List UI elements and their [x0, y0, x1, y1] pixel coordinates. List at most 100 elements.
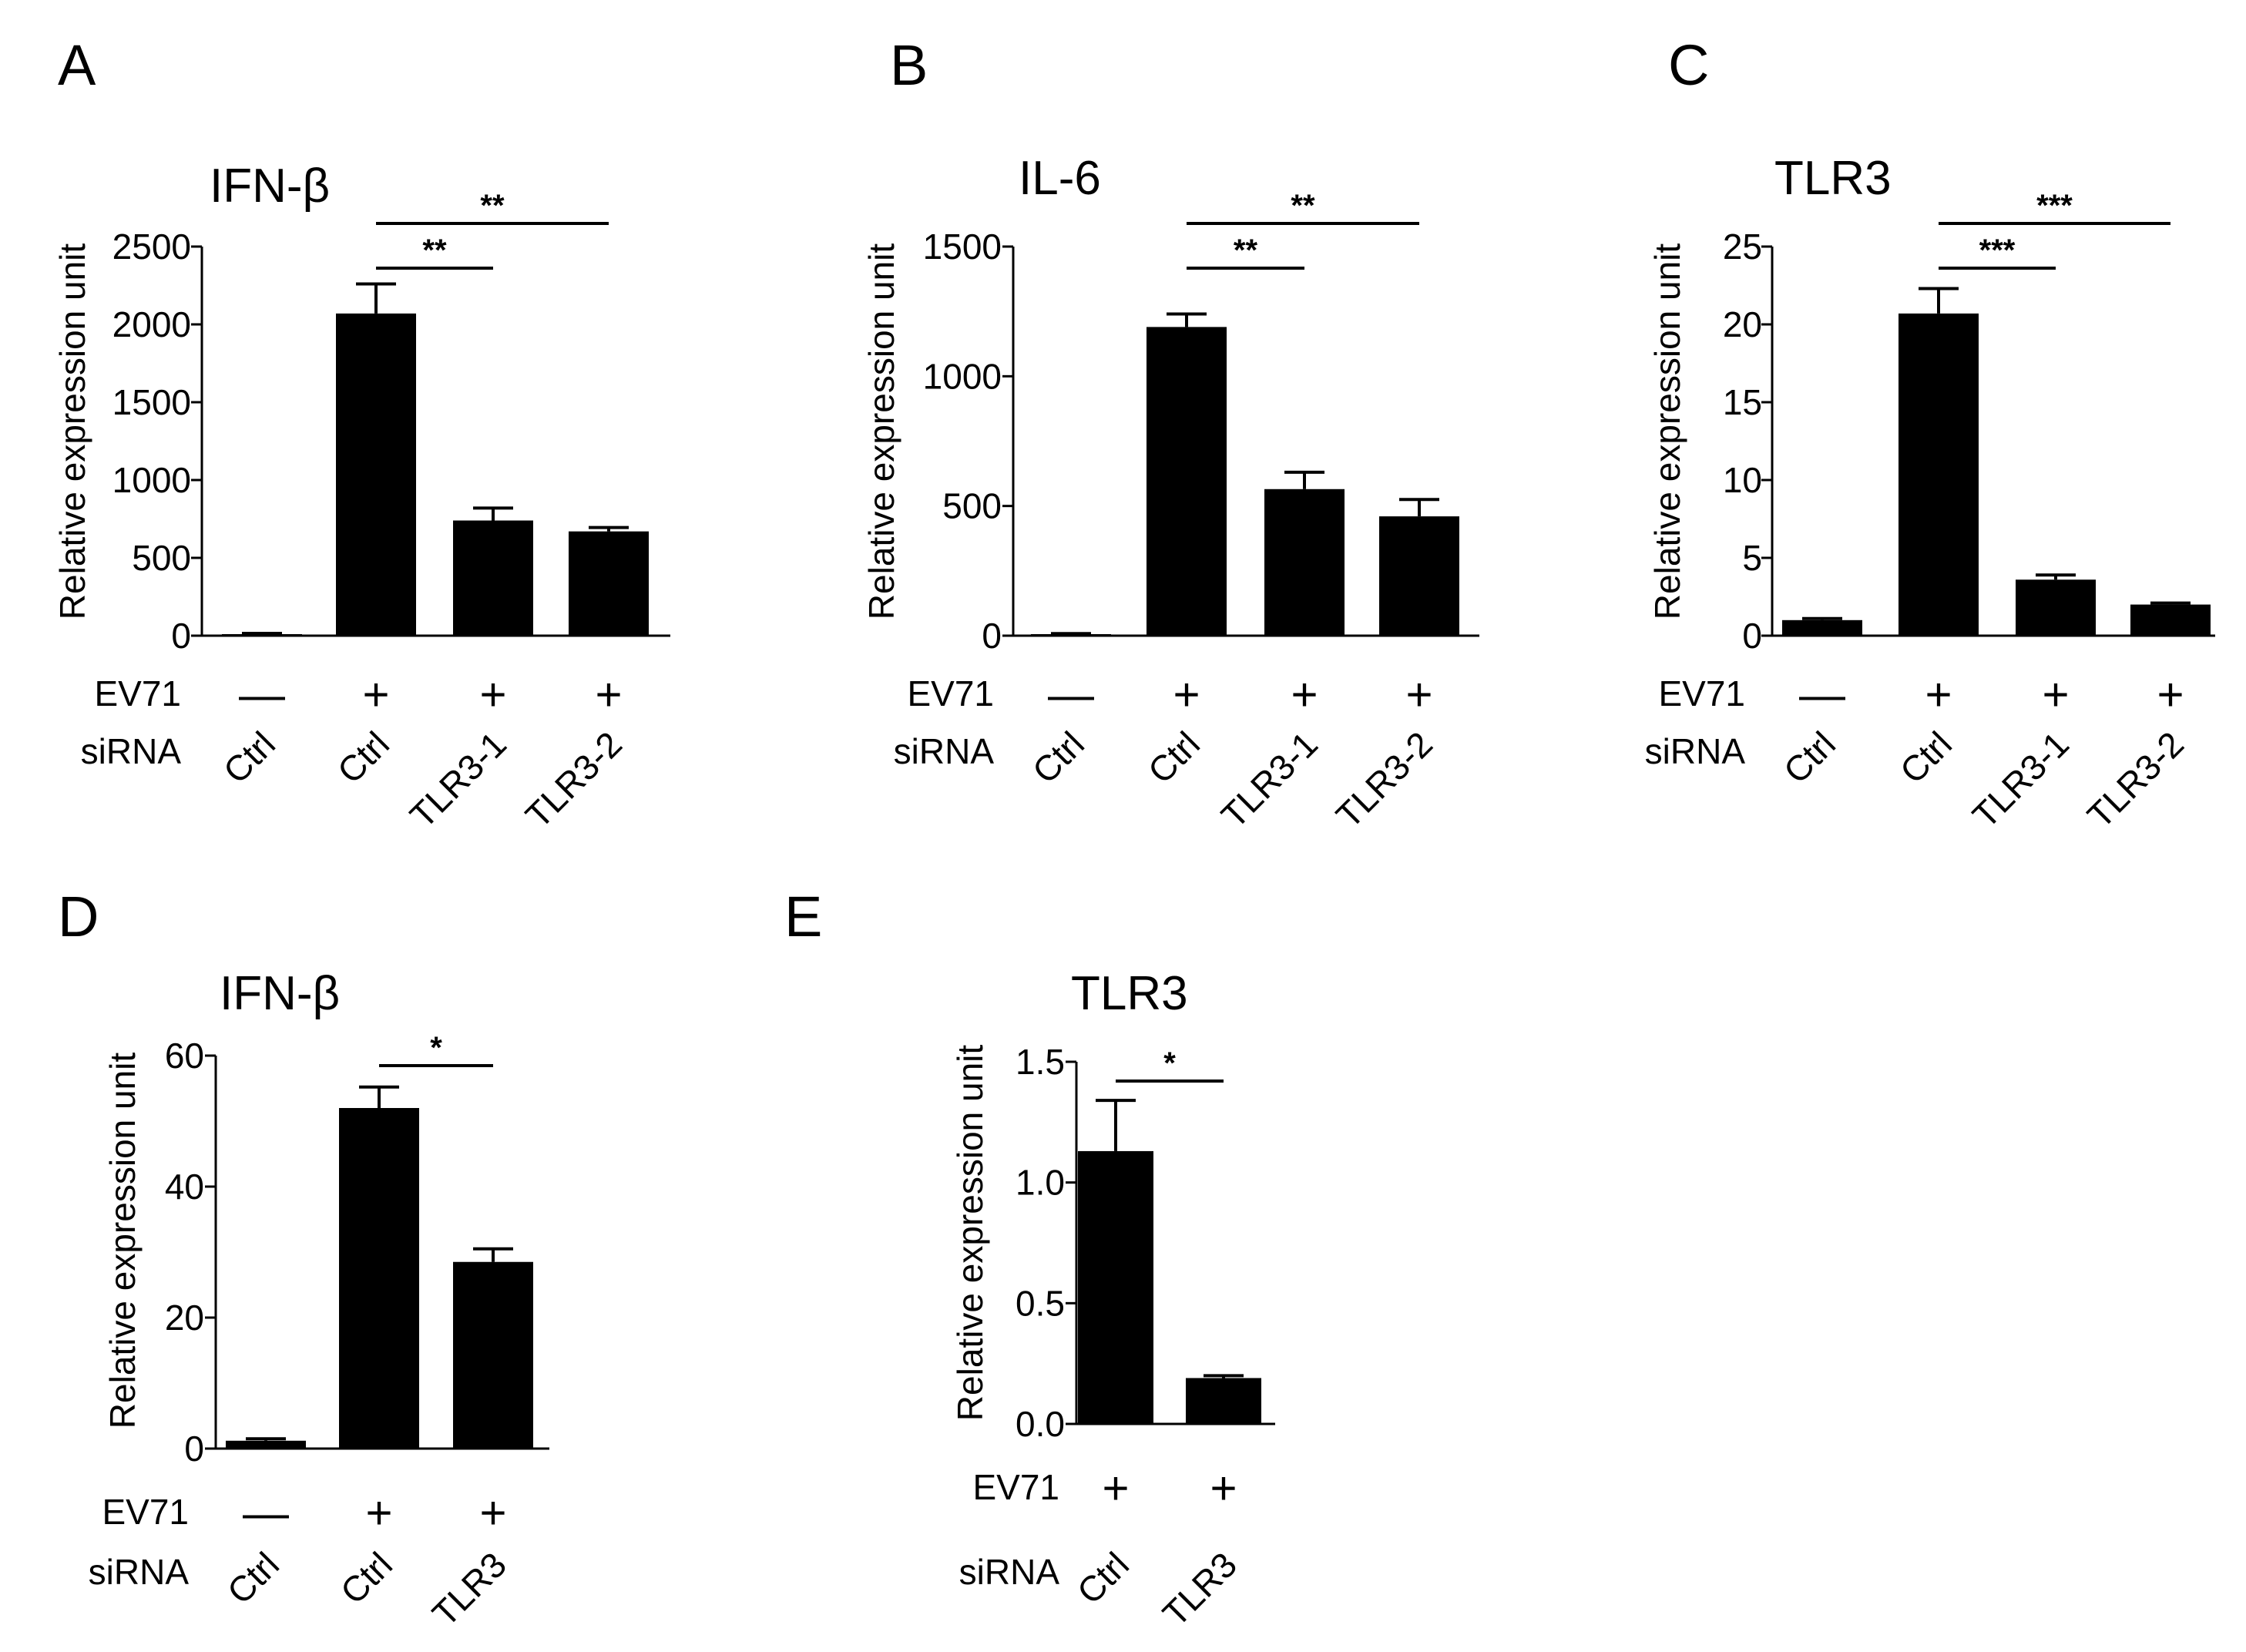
- x-category-label: TLR3-1: [1214, 724, 1325, 835]
- y-tick-label: 0: [184, 1429, 204, 1469]
- ev71-condition: —: [243, 1487, 289, 1539]
- ev71-condition: +: [1925, 669, 1952, 720]
- ev71-row-label: EV71: [102, 1492, 189, 1532]
- y-tick-label: 0.5: [1016, 1283, 1065, 1323]
- ev71-condition: +: [365, 1487, 392, 1539]
- ev71-condition: +: [1405, 669, 1432, 720]
- significance-label: **: [480, 189, 505, 223]
- bar: [1379, 516, 1459, 636]
- chart-panel-A: A IFN-β Relative expression unit 0 500 1000 15…: [52, 33, 670, 836]
- sirna-row-label: siRNA: [89, 1552, 190, 1592]
- y-tick-label: 40: [165, 1167, 204, 1207]
- chart-panel-C: C TLR3 Relative expression unit 0 5 10 15 20 25 *…: [1645, 33, 2215, 836]
- x-category-label: Ctrl: [216, 724, 283, 791]
- y-tick-label: 1000: [112, 460, 191, 500]
- y-tick-label: 60: [165, 1036, 204, 1076]
- bar: [2016, 579, 2096, 636]
- x-category-label: Ctrl: [220, 1544, 287, 1611]
- ev71-condition: +: [1210, 1462, 1237, 1514]
- y-tick-label: 1.0: [1016, 1163, 1065, 1203]
- chart-title: IFN-β: [220, 967, 340, 1020]
- y-axis-label: Relative expression unit: [102, 1053, 143, 1429]
- x-category-label: TLR3-1: [402, 724, 514, 835]
- y-tick-label: 20: [165, 1298, 204, 1338]
- significance-label: **: [422, 233, 447, 267]
- y-tick-label: 0.0: [1016, 1404, 1065, 1444]
- y-tick-label: 2500: [112, 227, 191, 267]
- bar: [1264, 489, 1345, 636]
- x-category-label: Ctrl: [1069, 1544, 1136, 1611]
- x-category-label: Ctrl: [1140, 724, 1207, 791]
- bar: [1899, 313, 1979, 636]
- significance-label: *: [1163, 1046, 1176, 1080]
- y-tick-label: 20: [1723, 304, 1762, 344]
- y-axis-label: Relative expression unit: [52, 243, 92, 620]
- chart-title: TLR3: [1774, 152, 1892, 205]
- significance-label: ***: [1979, 233, 2016, 267]
- x-category-label: Ctrl: [1892, 724, 1959, 791]
- x-category-label: TLR3: [425, 1544, 514, 1634]
- chart-panel-E: E TLR3 Relative expression unit 0.0 0.5 1.0 1.…: [784, 885, 1275, 1634]
- panel-letter: E: [784, 885, 822, 949]
- bar: [226, 1440, 306, 1449]
- ev71-condition: +: [2042, 669, 2069, 720]
- bar: [336, 313, 416, 636]
- chart-title: IL-6: [1019, 152, 1101, 205]
- ev71-condition: +: [2157, 669, 2184, 720]
- y-axis-label: Relative expression unit: [861, 243, 901, 620]
- sirna-row-label: siRNA: [894, 731, 995, 771]
- x-category-label: TLR3-2: [518, 724, 629, 835]
- y-tick-label: 500: [942, 486, 1002, 526]
- bar: [569, 531, 649, 636]
- y-tick-label: 10: [1723, 460, 1762, 500]
- sirna-row-label: siRNA: [1645, 731, 1746, 771]
- y-axis-label: Relative expression unit: [950, 1045, 990, 1422]
- y-tick-label: 1500: [112, 382, 191, 422]
- y-tick-label: 0: [1742, 616, 1762, 656]
- y-axis-label: Relative expression unit: [1647, 243, 1687, 620]
- chart-title: TLR3: [1071, 967, 1188, 1020]
- y-tick-label: 0: [982, 616, 1002, 656]
- significance-label: **: [1291, 189, 1315, 223]
- ev71-condition: —: [239, 669, 285, 720]
- y-tick-label: 5: [1742, 538, 1762, 578]
- ev71-condition: +: [479, 1487, 506, 1539]
- x-category-label: Ctrl: [1025, 724, 1092, 791]
- bar: [1147, 327, 1227, 636]
- significance-label: ***: [2036, 189, 2073, 223]
- significance-label: *: [430, 1031, 442, 1065]
- chart-panel-B: B IL-6 Relative expression unit 0 500 1000 150…: [861, 33, 1479, 836]
- x-category-label: TLR3-1: [1965, 724, 2076, 835]
- x-category-label: Ctrl: [333, 1544, 400, 1611]
- ev71-condition: +: [479, 669, 506, 720]
- y-tick-label: 500: [132, 538, 191, 578]
- panel-letter: D: [58, 885, 99, 949]
- x-category-label: Ctrl: [1776, 724, 1843, 791]
- sirna-row-label: siRNA: [81, 731, 182, 771]
- x-category-label: TLR3: [1155, 1544, 1244, 1634]
- x-category-label: Ctrl: [330, 724, 397, 791]
- ev71-condition: +: [362, 669, 389, 720]
- y-tick-label: 0: [171, 616, 191, 656]
- ev71-condition: +: [595, 669, 622, 720]
- sirna-row-label: siRNA: [959, 1552, 1060, 1592]
- bar: [1782, 620, 1862, 636]
- bar: [2130, 604, 2211, 636]
- significance-label: **: [1234, 233, 1258, 267]
- ev71-condition: +: [1291, 669, 1318, 720]
- y-tick-label: 25: [1723, 227, 1762, 267]
- ev71-condition: —: [1799, 669, 1845, 720]
- bar: [1078, 1150, 1153, 1424]
- chart-panel-D: D IFN-β Relative expression unit 0 20 40 60 * EV…: [58, 885, 549, 1634]
- y-tick-label: 1500: [923, 227, 1002, 267]
- panel-letter: B: [890, 33, 928, 97]
- bar: [222, 633, 302, 636]
- x-category-label: TLR3-2: [2080, 724, 2191, 835]
- panel-letter: A: [58, 33, 96, 97]
- ev71-row-label: EV71: [1658, 673, 1745, 714]
- ev71-condition: +: [1102, 1462, 1129, 1514]
- y-tick-label: 1.5: [1016, 1042, 1065, 1082]
- bar: [453, 1261, 533, 1449]
- ev71-condition: —: [1048, 669, 1094, 720]
